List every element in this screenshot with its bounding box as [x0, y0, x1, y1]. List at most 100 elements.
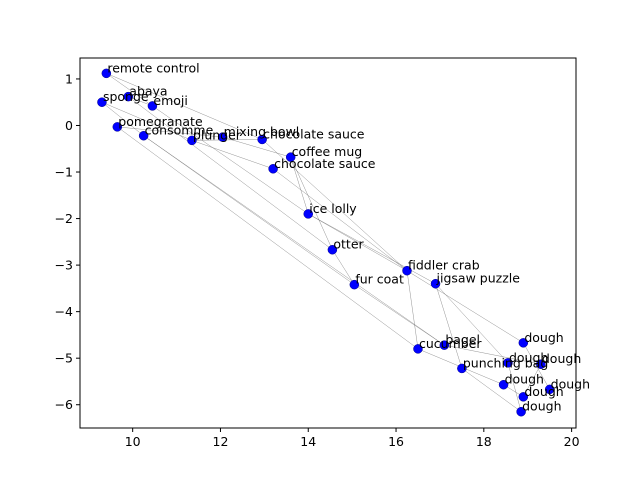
point-label: mixing bowl	[224, 124, 300, 139]
connection-line	[191, 139, 263, 141]
y-tick-label: −3	[55, 258, 73, 273]
data-point	[457, 363, 467, 374]
data-point	[518, 392, 529, 402]
point-label: dough	[509, 350, 548, 365]
x-axis: 10 12 14 16 18 20	[125, 428, 580, 449]
connection-line	[507, 362, 522, 412]
data-point	[516, 406, 526, 417]
y-tick-label: −6	[55, 397, 73, 412]
data-point	[518, 338, 529, 348]
connection-line	[308, 213, 408, 271]
data-point	[97, 97, 107, 107]
x-tick-label: 10	[125, 434, 141, 449]
connection-line	[106, 73, 153, 107]
connection-line	[435, 283, 509, 364]
point-label: dough	[522, 399, 561, 414]
data-point	[430, 278, 441, 289]
data-point	[413, 344, 423, 354]
point-label: dough	[542, 351, 581, 366]
y-tick-label: −4	[55, 304, 73, 319]
point-label: emoji	[153, 93, 187, 108]
data-point	[544, 384, 555, 395]
y-tick-label: −2	[55, 211, 73, 226]
connection-line	[152, 105, 309, 215]
connection-line	[101, 102, 144, 136]
point-label: fur coat	[355, 272, 404, 287]
connection-line	[332, 249, 355, 285]
point-label: otter	[333, 237, 364, 252]
point-label: dough	[524, 384, 563, 399]
data-point	[503, 358, 513, 368]
connection-line	[290, 157, 309, 214]
data-point	[257, 134, 267, 145]
connection-line	[128, 96, 333, 250]
y-tick-label: 1	[65, 71, 73, 86]
data-points	[97, 68, 555, 417]
connection-line	[354, 284, 445, 346]
connection-line	[222, 136, 291, 158]
data-point	[147, 101, 158, 111]
connection-line	[406, 270, 524, 344]
point-label: dough	[551, 376, 590, 391]
connection-line	[523, 342, 550, 390]
data-point	[439, 340, 450, 350]
point-label: remote control	[107, 60, 199, 75]
data-point	[268, 164, 278, 174]
point-label: cucumber	[419, 336, 482, 351]
x-tick-label: 20	[564, 434, 580, 449]
connection-line	[117, 126, 223, 138]
connection-line	[261, 139, 408, 271]
connection-line	[101, 101, 193, 141]
point-label: chocolate sauce	[274, 156, 376, 171]
data-point	[187, 135, 197, 146]
point-label: fiddler crab	[408, 258, 480, 273]
connection-line	[523, 364, 542, 397]
data-point	[303, 209, 313, 219]
connection-line	[444, 344, 541, 365]
point-label: dough	[505, 372, 544, 387]
data-point	[101, 68, 112, 79]
connection-line	[191, 140, 274, 170]
data-point	[112, 122, 123, 132]
connection-line	[406, 270, 419, 349]
x-tick-label: 16	[388, 434, 404, 449]
connection-line	[143, 135, 355, 285]
point-label: sponge	[103, 89, 149, 104]
data-point	[138, 130, 149, 141]
point-label: ice lolly	[309, 201, 357, 216]
point-label: chocolate sauce	[263, 126, 365, 141]
connection-line	[106, 73, 263, 140]
point-label: coffee mug	[292, 144, 363, 159]
y-tick-label: −5	[55, 351, 73, 366]
connection-line	[290, 157, 333, 250]
point-label: jigsaw puzzle	[436, 271, 521, 286]
x-tick-label: 12	[213, 434, 229, 449]
data-point	[349, 279, 360, 290]
point-label: punching bag	[463, 355, 548, 370]
connection-line	[272, 168, 408, 271]
y-tick-label: 0	[65, 118, 73, 133]
point-label: plunger	[193, 127, 242, 142]
y-axis: 1 0 −1 −2 −3 −4 −5 −6	[55, 71, 80, 412]
plot-area-frame	[79, 57, 577, 429]
point-label: abaya	[129, 84, 167, 99]
data-point	[498, 379, 509, 390]
x-tick-label: 18	[476, 434, 492, 449]
data-point	[402, 265, 412, 276]
data-point	[327, 244, 338, 255]
y-tick-label: −1	[55, 165, 73, 180]
point-label: consomme	[145, 123, 214, 138]
connection-line	[308, 213, 436, 284]
connection-line	[461, 368, 522, 412]
x-tick-label: 14	[300, 434, 316, 449]
point-label: dough	[524, 330, 563, 345]
point-label: bagel	[445, 332, 480, 347]
connection-line	[117, 126, 419, 350]
data-point	[285, 152, 296, 162]
connection-line	[143, 135, 445, 346]
point-label: pomegranate	[118, 114, 203, 129]
data-point	[217, 132, 228, 142]
data-point	[123, 91, 134, 102]
